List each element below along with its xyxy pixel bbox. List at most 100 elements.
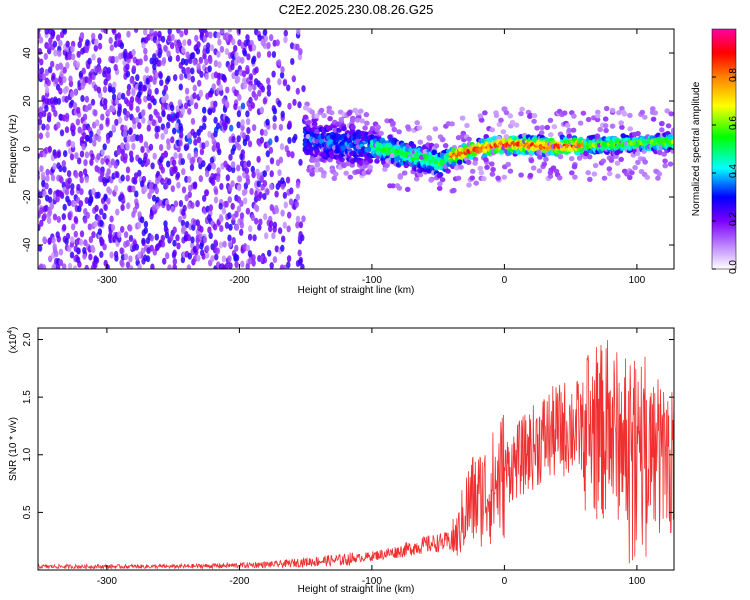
heatmap-cell bbox=[297, 249, 302, 257]
heatmap-cell bbox=[74, 152, 79, 160]
heatmap-cell bbox=[89, 130, 94, 138]
heatmap-cell bbox=[482, 110, 488, 116]
heatmap-cell bbox=[347, 174, 354, 180]
heatmap-cell bbox=[227, 255, 232, 263]
heatmap-cell bbox=[175, 105, 180, 113]
heatmap-cell bbox=[38, 132, 44, 140]
heatmap-cell bbox=[79, 32, 85, 39]
heatmap-cell bbox=[94, 204, 99, 212]
heatmap-cell bbox=[201, 142, 206, 150]
heatmap-cell bbox=[254, 205, 260, 213]
heatmap-cell bbox=[213, 188, 219, 196]
heatmap-cell bbox=[285, 176, 291, 184]
heatmap-cell bbox=[154, 233, 159, 241]
heatmap-cell bbox=[169, 234, 174, 242]
heatmap-cell bbox=[349, 117, 356, 123]
snr-panel: -300 -200 -100 0 100 0.5 1.0 1.5 2.0 Height of … bbox=[7, 327, 675, 595]
heatmap-cell bbox=[183, 144, 189, 152]
heatmap-cell bbox=[249, 188, 254, 195]
heatmap-cell bbox=[275, 39, 280, 47]
heatmap-cell bbox=[170, 33, 175, 41]
heatmap-cell bbox=[128, 127, 133, 135]
heatmap-cell bbox=[67, 199, 72, 207]
heatmap-cell bbox=[152, 77, 157, 85]
snr-series-layer bbox=[38, 340, 674, 570]
heatmap-cell bbox=[178, 200, 184, 207]
heatmap-cell bbox=[196, 254, 201, 262]
heatmap-cell bbox=[140, 146, 145, 153]
heatmap-cell bbox=[190, 201, 195, 209]
heatmap-cell bbox=[286, 261, 291, 269]
heatmap-cell bbox=[108, 130, 113, 138]
heatmap-cell bbox=[38, 111, 43, 119]
heatmap-cell bbox=[147, 102, 152, 110]
heatmap-cell bbox=[518, 111, 524, 117]
heatmap-cell bbox=[192, 131, 198, 139]
heatmap-cell bbox=[67, 211, 72, 219]
heatmap-cell bbox=[79, 176, 84, 184]
heatmap-cell bbox=[325, 125, 332, 132]
heatmap-cell bbox=[466, 182, 472, 188]
heatmap-cell bbox=[163, 150, 168, 158]
heatmap-cell bbox=[384, 118, 390, 124]
heatmap-cell bbox=[59, 176, 64, 184]
heatmap-cell bbox=[193, 138, 198, 146]
heatmap-cell bbox=[166, 121, 171, 129]
heatmap-cell bbox=[123, 135, 128, 143]
heatmap-cell bbox=[179, 73, 184, 81]
heatmap-cell bbox=[572, 174, 578, 180]
heatmap-cell bbox=[87, 199, 93, 207]
heatmap-cell bbox=[123, 253, 129, 261]
snr-x-label: Height of straight line (km) bbox=[298, 584, 415, 595]
heatmap-cell bbox=[472, 160, 478, 166]
heatmap-cell bbox=[90, 98, 96, 106]
heatmap-cell bbox=[227, 240, 233, 248]
heatmap-cell bbox=[239, 221, 245, 229]
heatmap-cell bbox=[304, 101, 310, 107]
heatmap-cell bbox=[245, 207, 251, 215]
heatmap-cell bbox=[216, 167, 221, 175]
heatmap-cell bbox=[199, 70, 204, 78]
heatmap-cell bbox=[58, 39, 63, 47]
heatmap-cell bbox=[236, 143, 242, 151]
heatmap-cell bbox=[500, 129, 507, 135]
heatmap-cell bbox=[338, 116, 345, 123]
heatmap-cell bbox=[99, 123, 104, 131]
heatmap-cell bbox=[64, 85, 69, 93]
heatmap-cell bbox=[126, 202, 131, 210]
heatmap-cell bbox=[58, 113, 63, 121]
heatmap-cell bbox=[609, 123, 616, 129]
heatmap-cell bbox=[433, 165, 440, 171]
heatmap-cell bbox=[111, 87, 116, 94]
heatmap-cell bbox=[616, 110, 622, 116]
heatmap-cell bbox=[199, 148, 205, 156]
heatmap-cell bbox=[237, 94, 242, 101]
heatmap-cell bbox=[70, 141, 76, 148]
heatmap-cell bbox=[48, 255, 53, 263]
heatmap-cell bbox=[217, 38, 222, 46]
heatmap-cell bbox=[359, 118, 366, 124]
heatmap-cell bbox=[301, 215, 306, 223]
heatmap-cell bbox=[64, 95, 69, 103]
heatmap-cell bbox=[57, 50, 62, 57]
x-tick-label: 100 bbox=[629, 275, 646, 286]
heatmap-cell bbox=[221, 74, 226, 81]
heatmap-cell bbox=[218, 84, 223, 91]
heatmap-cell bbox=[503, 134, 510, 140]
heatmap-cell bbox=[278, 123, 284, 131]
heatmap-cell bbox=[38, 106, 44, 114]
heatmap-cell bbox=[213, 116, 218, 124]
heatmap-cell bbox=[128, 150, 134, 158]
heatmap-cell bbox=[119, 193, 125, 201]
heatmap-cell bbox=[592, 162, 599, 169]
heatmap-cell bbox=[172, 239, 177, 247]
spectrogram-y-ticks: -40 -20 0 20 40 bbox=[22, 47, 674, 252]
heatmap-cell bbox=[56, 216, 61, 223]
heatmap-cell bbox=[84, 264, 89, 269]
heatmap-cell bbox=[96, 65, 101, 73]
heatmap-cell bbox=[38, 118, 43, 126]
colorbar-tick-label: 0.2 bbox=[728, 212, 739, 226]
heatmap-cell bbox=[173, 165, 178, 173]
heatmap-cell bbox=[391, 126, 398, 133]
heatmap-cell bbox=[509, 119, 516, 126]
